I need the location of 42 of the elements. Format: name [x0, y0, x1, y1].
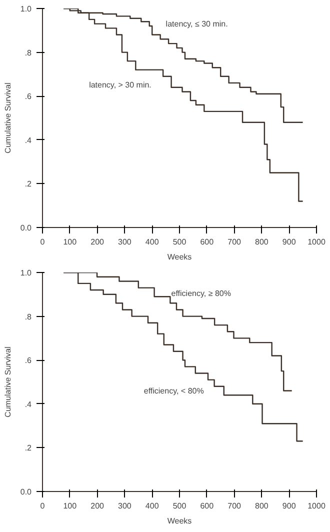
x-tick-label: 800 — [255, 502, 269, 510]
x-tick-label: 500 — [172, 502, 187, 510]
y-tick-label: 1.0 — [20, 4, 32, 14]
y-tick-label: .4 — [24, 136, 32, 145]
y-axis-title: Cumulative Survival — [3, 346, 12, 418]
x-tick-label: 0 — [40, 238, 46, 246]
x-tick-label: 700 — [228, 502, 242, 510]
x-tick-label: 100 — [63, 238, 78, 246]
x-tick-label: 600 — [200, 238, 214, 246]
y-tick-label: .2 — [24, 444, 32, 453]
x-tick-label: 600 — [200, 502, 214, 510]
x-tick-label: 900 — [282, 238, 296, 246]
y-tick-label: 0.0 — [20, 488, 32, 496]
x-tick-label: 100 — [63, 502, 78, 510]
x-tick-label: 800 — [255, 238, 269, 246]
x-axis-title: Weeks — [167, 252, 192, 262]
annotation: latency, > 30 min. — [89, 80, 152, 90]
y-tick-label: 1.0 — [20, 268, 32, 278]
x-tick-label: 300 — [118, 502, 132, 510]
y-tick-label: .4 — [24, 400, 32, 409]
x-tick-label: 300 — [118, 238, 132, 246]
annotation: efficiency, ≥ 80% — [171, 288, 231, 298]
x-tick-label: 400 — [145, 238, 160, 246]
x-axis-title: Weeks — [167, 516, 192, 526]
x-tick-label: 1000 — [308, 238, 326, 246]
x-tick-label: 500 — [172, 238, 187, 246]
y-tick-label: .8 — [24, 48, 32, 58]
x-tick-label: 900 — [282, 502, 296, 510]
x-tick-label: 1000 — [308, 502, 326, 510]
y-tick-label: .2 — [24, 180, 32, 189]
y-tick-label: .8 — [24, 312, 32, 322]
y-tick-label: 0.0 — [20, 224, 32, 232]
annotation: efficiency, < 80% — [144, 386, 204, 396]
annotation: latency, ≤ 30 min. — [166, 19, 228, 28]
x-tick-label: 700 — [228, 238, 242, 246]
x-tick-label: 0 — [40, 502, 46, 510]
y-axis-title: Cumulative Survival — [3, 82, 12, 154]
x-tick-label: 400 — [145, 502, 160, 510]
x-tick-label: 200 — [90, 238, 105, 246]
y-tick-label: .6 — [24, 92, 32, 102]
y-tick-label: .6 — [24, 356, 32, 366]
x-tick-label: 200 — [90, 502, 105, 510]
